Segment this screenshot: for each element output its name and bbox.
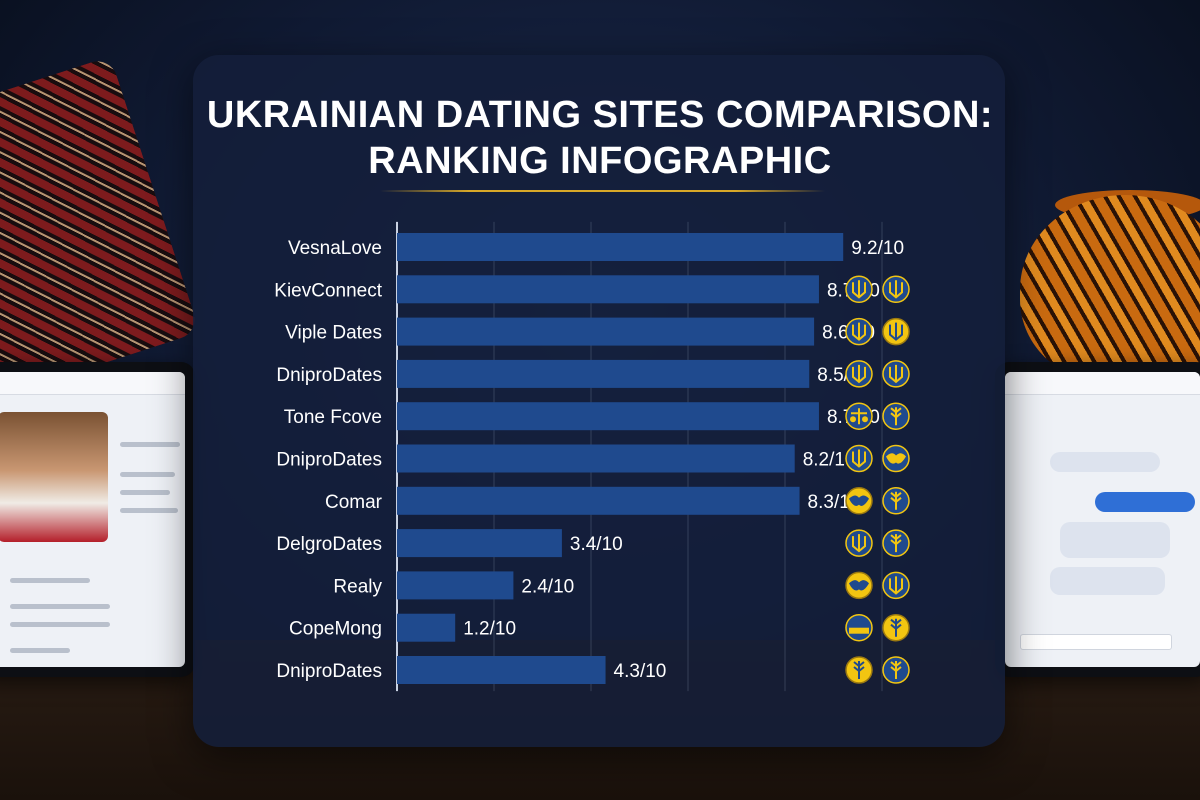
title-line-1: UKRAINIAN DATING SITES COMPARISON: xyxy=(206,94,994,136)
text-line xyxy=(120,442,180,447)
category-label: Realy xyxy=(333,576,382,597)
value-label: 4.3/10 xyxy=(614,661,667,682)
bar xyxy=(397,317,815,346)
map-icon xyxy=(882,444,910,473)
wheat-icon xyxy=(882,487,910,515)
trident-icon xyxy=(845,529,873,557)
chart-title: UKRAINIAN DATING SITES COMPARISON: RANKI… xyxy=(200,92,1000,184)
tablet-left-screen xyxy=(0,372,185,667)
category-label: DniproDates xyxy=(276,661,382,682)
wheat-icon xyxy=(882,656,910,684)
value-label: 2.4/10 xyxy=(521,576,574,597)
tablet-left xyxy=(0,362,195,677)
title-line-2: RANKING INFOGRAPHIC xyxy=(368,140,832,182)
bar xyxy=(397,359,810,388)
category-label: DelgroDates xyxy=(276,534,382,555)
bar xyxy=(397,486,800,515)
value-label: 9.2/10 xyxy=(851,238,904,259)
message-input xyxy=(1020,634,1172,650)
category-label: Comar xyxy=(325,492,383,513)
text-line xyxy=(10,604,110,609)
wheat-gold-icon xyxy=(845,656,873,684)
bar xyxy=(397,613,456,642)
wheat-gold-icon xyxy=(882,613,910,642)
category-label: Tone Fcove xyxy=(284,407,382,428)
scales-icon xyxy=(845,402,873,430)
value-label: 3.4/10 xyxy=(570,534,623,555)
text-line xyxy=(10,648,70,653)
chat-bubble xyxy=(1050,452,1160,472)
title-underline xyxy=(380,190,825,192)
category-label: VesnaLove xyxy=(288,238,382,259)
bar xyxy=(397,444,795,473)
text-line xyxy=(10,622,110,627)
category-label: CopeMong xyxy=(289,619,382,640)
tablet-left-top-bar xyxy=(0,372,185,395)
tablet-right-top-bar xyxy=(1005,372,1200,395)
profile-photo xyxy=(0,412,108,542)
bar xyxy=(397,275,819,304)
map-gold-icon xyxy=(845,487,873,515)
text-line xyxy=(120,490,170,495)
trident-icon xyxy=(845,360,873,388)
bar xyxy=(397,233,844,261)
bar xyxy=(397,656,606,684)
category-label: DniproDates xyxy=(276,450,382,471)
category-label: Viple Dates xyxy=(285,323,382,344)
category-label: KievConnect xyxy=(274,280,382,301)
text-line xyxy=(120,472,175,477)
text-line xyxy=(10,578,90,583)
tablet-right xyxy=(995,362,1200,677)
trident-icon xyxy=(845,317,873,346)
bar xyxy=(397,529,562,558)
wheat-icon xyxy=(882,402,910,430)
category-label: DniproDates xyxy=(276,365,382,386)
decorative-pot xyxy=(1020,195,1200,385)
tablet-right-screen xyxy=(1005,372,1200,667)
wheat-icon xyxy=(882,529,910,557)
chat-bubble xyxy=(1050,567,1165,595)
chat-bubble xyxy=(1095,492,1195,512)
value-label: 8.2/10 xyxy=(803,450,856,471)
trident-icon xyxy=(882,360,910,388)
bar xyxy=(397,402,819,431)
trident-icon xyxy=(845,275,873,304)
map-gold-icon xyxy=(845,571,873,600)
trident-gold-icon xyxy=(882,317,910,346)
chat-bubble xyxy=(1060,522,1170,558)
trident-icon xyxy=(845,444,873,473)
trident-icon xyxy=(882,571,910,600)
flag-icon xyxy=(845,613,873,642)
value-label: 1.2/10 xyxy=(463,619,516,640)
text-line xyxy=(120,508,178,513)
bar xyxy=(397,571,514,600)
trident-icon xyxy=(882,275,910,304)
